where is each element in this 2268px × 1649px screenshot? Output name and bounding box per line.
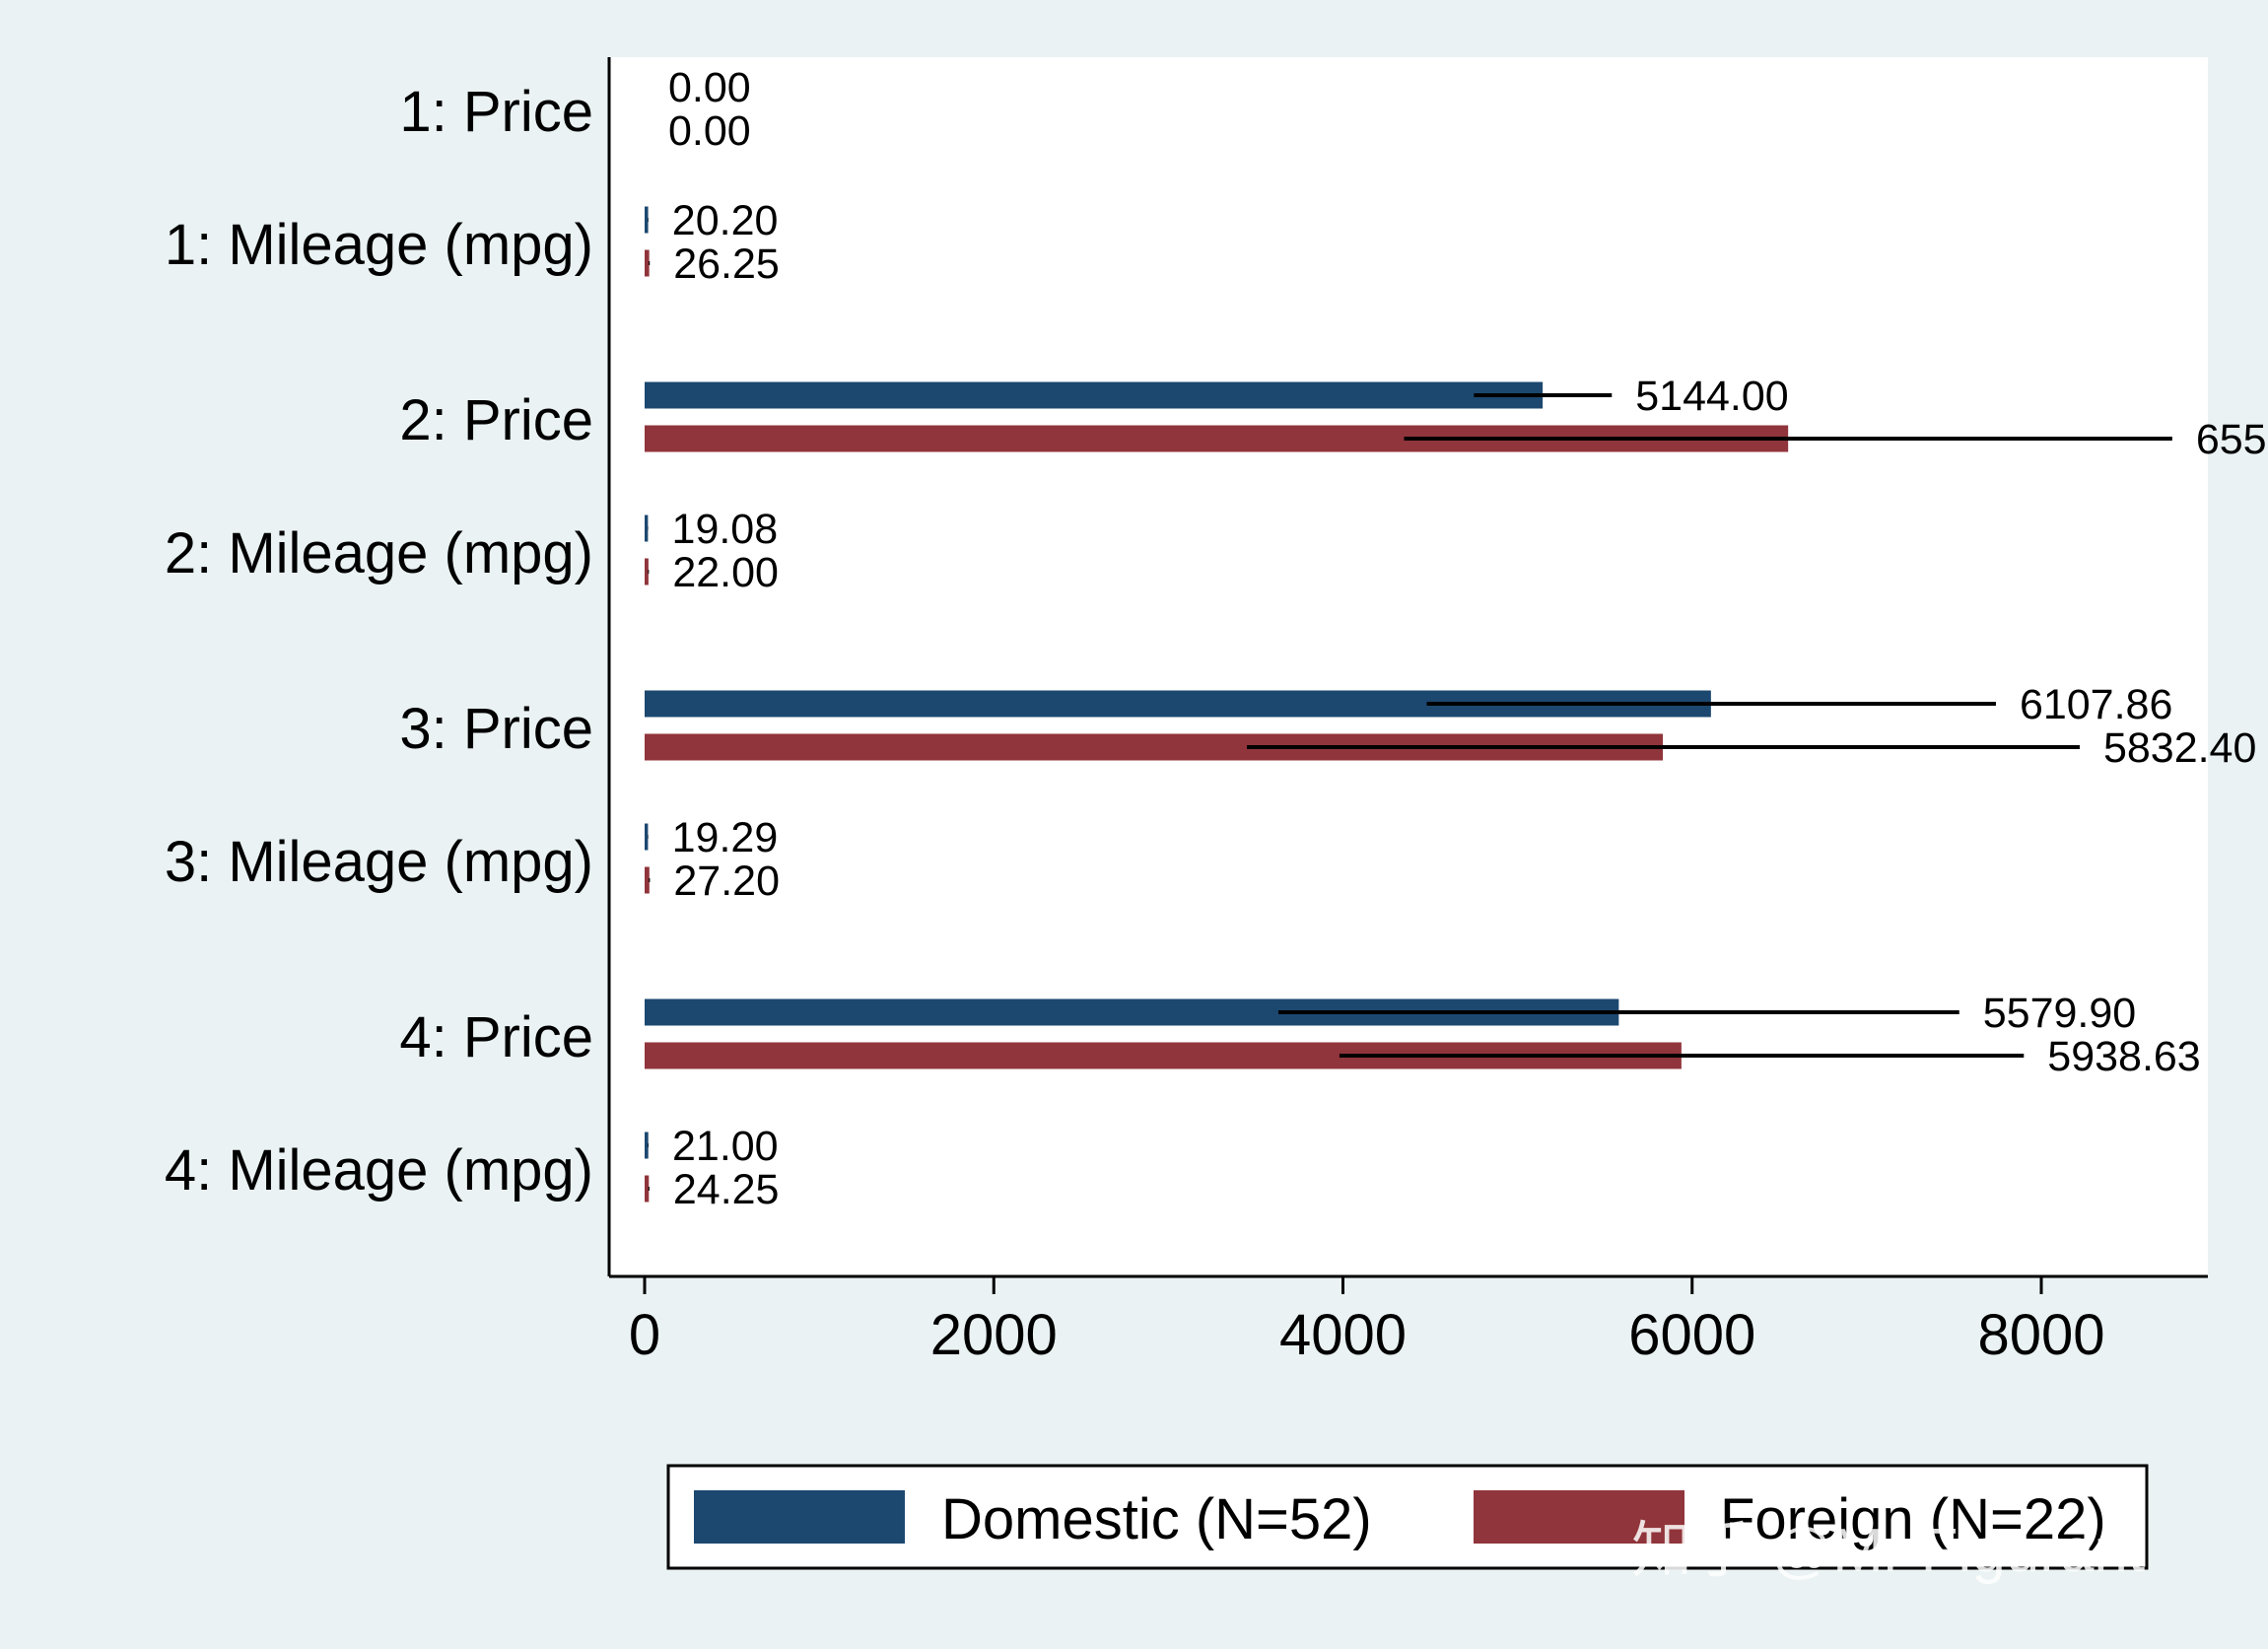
- x-tick-label: 2000: [930, 1303, 1058, 1367]
- category-label: 4: Price: [399, 1005, 593, 1069]
- category-label: 3: Price: [399, 697, 593, 761]
- bar: [645, 823, 649, 851]
- bar: [645, 558, 649, 585]
- bar: [645, 866, 650, 894]
- category-label: 1: Price: [399, 80, 593, 144]
- errorbar-layer: [648, 218, 2172, 1191]
- data-label: 26.25: [673, 240, 780, 288]
- legend-swatch-domestic: [694, 1490, 905, 1544]
- bars-layer: [645, 206, 1789, 1202]
- category-label: 1: Mileage (mpg): [165, 213, 593, 277]
- data-label: 19.08: [672, 506, 779, 553]
- category-label: 4: Mileage (mpg): [165, 1138, 593, 1202]
- category-label: 3: Mileage (mpg): [165, 830, 593, 894]
- data-label: 22.00: [672, 549, 779, 596]
- data-label: 19.29: [672, 814, 779, 861]
- data-label: 655: [2196, 416, 2267, 463]
- tick-layer: 0 2000 4000 6000 8000: [629, 1276, 2105, 1367]
- category-label-layer: 1: Price 1: Mileage (mpg) 2: Price 2: Milea…: [165, 80, 593, 1202]
- data-label: 6107.86: [2020, 681, 2172, 728]
- data-label: 20.20: [672, 197, 779, 244]
- bar: [645, 381, 1544, 409]
- data-label: 21.00: [672, 1123, 779, 1170]
- legend-box: [666, 1464, 2149, 1570]
- data-label: 24.25: [673, 1166, 780, 1213]
- bar: [645, 249, 650, 277]
- bar: [645, 1132, 649, 1159]
- legend-label-domestic: Domestic (N=52): [941, 1487, 1372, 1551]
- category-label: 2: Price: [399, 388, 593, 452]
- data-label: 27.20: [673, 858, 780, 905]
- data-label: 5579.90: [1983, 990, 2136, 1037]
- watermark: 知乎 @Mr Figurant: [1631, 1517, 2145, 1585]
- legend-label-foreign: Foreign (N=22): [1720, 1487, 2106, 1551]
- legend-swatch-foreign: [1474, 1490, 1684, 1544]
- bar: [645, 206, 649, 234]
- bar: [645, 1175, 650, 1202]
- plot-area: [609, 57, 2208, 1276]
- x-tick-label: 8000: [1977, 1303, 2104, 1367]
- x-tick-label: 6000: [1628, 1303, 1755, 1367]
- bar: [645, 515, 649, 542]
- data-label: 0.00: [668, 107, 751, 155]
- category-label: 2: Mileage (mpg): [165, 521, 593, 585]
- data-label: 5144.00: [1635, 373, 1788, 420]
- x-tick-label: 0: [629, 1303, 660, 1367]
- data-label: 0.00: [668, 64, 751, 111]
- x-tick-label: 4000: [1279, 1303, 1407, 1367]
- legend: Domestic (N=52) Foreign (N=22): [666, 1464, 2149, 1570]
- data-label: 5832.40: [2103, 724, 2256, 772]
- data-label: 5938.63: [2047, 1033, 2200, 1080]
